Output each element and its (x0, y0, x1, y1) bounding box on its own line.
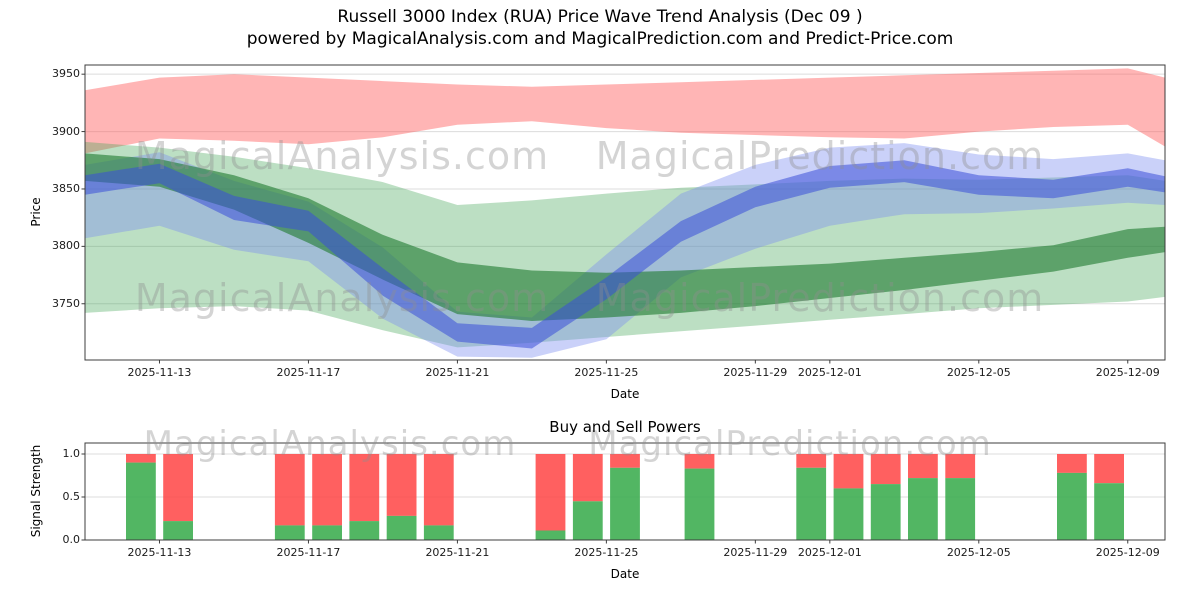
power-x-tick-label: 2025-11-29 (723, 546, 788, 559)
sell-power-bar (535, 454, 566, 531)
sell-power-bar (833, 454, 864, 489)
power-x-tick-label: 2025-12-01 (797, 546, 862, 559)
price-x-tick-label: 2025-12-05 (946, 366, 1011, 379)
price-y-tick-label: 3750 (52, 296, 80, 310)
power-chart-title: Buy and Sell Powers (549, 418, 701, 436)
buy-power-bar (908, 478, 938, 540)
buy-power-bar (1094, 483, 1124, 540)
buy-power-bar (312, 525, 342, 540)
sell-power-bar (572, 454, 603, 502)
buy-power-bar (796, 467, 827, 540)
price-x-tick-label: 2025-11-25 (574, 366, 639, 379)
price-x-tick-label: 2025-11-17 (276, 366, 341, 379)
buy-power-bar (386, 515, 417, 540)
sell-power-bar (1094, 454, 1124, 484)
buy-power-bar (610, 467, 640, 540)
power-x-tick-label: 2025-12-09 (1095, 546, 1160, 559)
band-forecast-band-blue-inner (85, 160, 1165, 349)
power-x-tick-label: 2025-11-25 (574, 546, 639, 559)
power-x-tick-label: 2025-12-05 (946, 546, 1011, 559)
band-resistance-band-red (85, 68, 1165, 154)
price-y-tick-label: 3800 (52, 239, 80, 253)
price-y-tick-label: 3900 (52, 124, 80, 138)
price-x-tick-label: 2025-11-13 (127, 366, 192, 379)
sell-power-bar (796, 454, 827, 468)
power-x-tick-label: 2025-11-13 (127, 546, 192, 559)
power-x-tick-label: 2025-11-21 (425, 546, 490, 559)
sell-power-bar (684, 454, 715, 469)
buy-power-bar (572, 501, 603, 540)
price-y-tick-label: 3850 (52, 181, 80, 195)
buy-power-bar (945, 478, 976, 540)
date-axis-label-top: Date (610, 387, 640, 401)
buy-power-bar (163, 521, 193, 540)
buy-power-bar (423, 525, 454, 540)
sell-power-bar (386, 454, 417, 516)
sell-power-bar (610, 454, 640, 468)
sell-power-bar (870, 454, 901, 485)
sell-power-bar (274, 454, 305, 526)
sell-power-bar (126, 454, 156, 463)
sell-power-bar (908, 454, 938, 479)
price-x-tick-label: 2025-11-29 (723, 366, 788, 379)
sell-power-bar (423, 454, 454, 526)
date-axis-label-bottom: Date (610, 567, 640, 581)
page-subtitle: powered by MagicalAnalysis.com and Magic… (246, 29, 954, 49)
page-title: Russell 3000 Index (RUA) Price Wave Tren… (337, 7, 863, 27)
buy-power-bar (1057, 472, 1087, 540)
buy-power-bar (349, 521, 380, 540)
buy-power-bar (126, 462, 156, 540)
sell-power-bar (312, 454, 342, 526)
sell-power-bar (945, 454, 976, 479)
price-y-tick-label: 3950 (52, 67, 80, 81)
price-x-tick-label: 2025-12-01 (797, 366, 862, 379)
sell-power-bar (349, 454, 380, 522)
power-y-tick-label: 1.0 (62, 447, 81, 460)
buy-power-bar (684, 468, 715, 540)
buy-power-bar (833, 488, 864, 540)
power-y-tick-label: 0.5 (62, 490, 81, 503)
power-x-tick-label: 2025-11-17 (276, 546, 341, 559)
sell-power-bar (1057, 454, 1087, 473)
price-x-tick-label: 2025-12-09 (1095, 366, 1160, 379)
band-forecast-band-blue-outer (85, 143, 1165, 358)
buy-power-bar (535, 530, 566, 540)
price-x-tick-label: 2025-11-21 (425, 366, 490, 379)
power-y-tick-label: 0.0 (62, 533, 81, 546)
price-axis-label: Price (29, 197, 43, 227)
buy-power-bar (274, 525, 305, 540)
band-support-band-green-outer (85, 141, 1165, 348)
buy-power-bar (870, 484, 901, 540)
band-support-band-green-inner (85, 153, 1165, 321)
sell-power-bar (163, 454, 193, 522)
